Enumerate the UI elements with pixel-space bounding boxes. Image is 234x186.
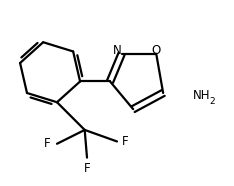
Text: O: O (152, 44, 161, 57)
Text: F: F (84, 162, 90, 175)
Text: NH: NH (193, 89, 211, 102)
Text: F: F (44, 137, 50, 150)
Text: 2: 2 (210, 97, 215, 106)
Text: N: N (113, 44, 121, 57)
Text: F: F (122, 135, 128, 148)
